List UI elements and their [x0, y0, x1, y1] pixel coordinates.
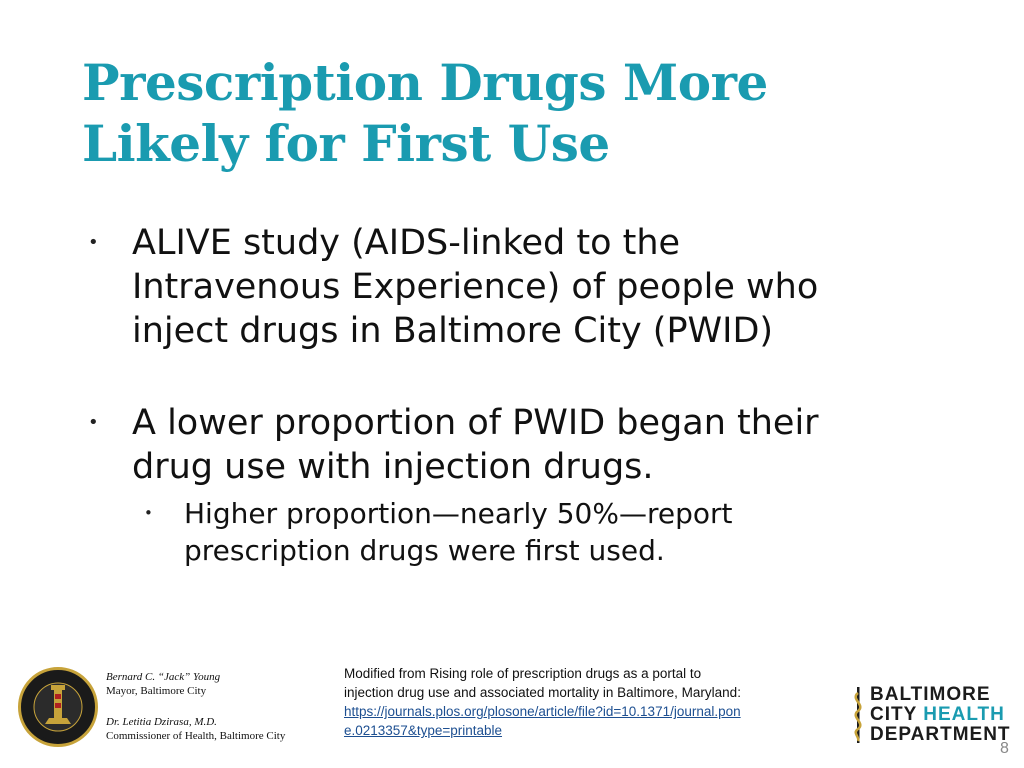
bullet-1-line-2: Intravenous Experience) of people who: [132, 267, 819, 307]
logo-word-city: CITY: [870, 704, 917, 725]
bullet-2-line-1: A lower proportion of PWID began their: [132, 403, 819, 443]
mayor-title: Mayor, Baltimore City: [106, 685, 207, 697]
citation-line-2: injection drug use and associated mortal…: [344, 685, 741, 700]
commissioner-name: Dr. Letitia Dzirasa, M.D.: [106, 716, 217, 728]
bullet-1-line-1: ALIVE study (AIDS-linked to the: [132, 223, 681, 263]
commissioner-title: Commissioner of Health, Baltimore City: [106, 730, 286, 742]
bullet-lower-proportion: • A lower proportion of PWID began their…: [88, 401, 992, 489]
baltimore-city-seal: [18, 667, 98, 747]
page-number: 8: [1000, 740, 1009, 757]
baltimore-city-health-department-logo: BALTIMORE CITY HEALTH DEPARTMENT: [848, 685, 1011, 747]
bullet-mark: •: [88, 232, 99, 253]
slide-title: Prescription Drugs More Likely for First…: [82, 52, 982, 174]
logo-word-health: HEALTH: [923, 704, 1005, 725]
bullet-mark: •: [144, 504, 153, 522]
bullet-1-line-3: inject drugs in Baltimore City (PWID): [132, 311, 774, 351]
sub-bullet-higher-proportion: • Higher proportion—nearly 50%—report pr…: [144, 495, 944, 569]
logo-line-department: DEPARTMENT: [870, 724, 1011, 745]
mayor-name: Bernard C. “Jack” Young: [106, 671, 221, 683]
title-line-2: Likely for First Use: [82, 114, 610, 173]
title-line-1: Prescription Drugs More: [82, 53, 768, 112]
logo-wordmark: BALTIMORE CITY HEALTH DEPARTMENT: [870, 685, 1011, 745]
logo-line-city-health: CITY HEALTH: [870, 705, 1011, 725]
sub-bullet-line-1: Higher proportion—nearly 50%—report: [184, 497, 733, 530]
bullet-2-line-2: drug use with injection drugs.: [132, 447, 654, 487]
bullet-mark: •: [88, 412, 99, 433]
caduceus-icon: [854, 687, 862, 743]
sub-bullet-line-2: prescription drugs were first used.: [184, 534, 665, 567]
logo-line-baltimore: BALTIMORE: [870, 684, 991, 705]
citation-link-line-2[interactable]: e.0213357&type=printable: [344, 723, 503, 738]
seal-graphic: [24, 673, 92, 741]
citation-link-line-1[interactable]: https://journals.plos.org/plosone/articl…: [344, 704, 741, 719]
officials-credits: Bernard C. “Jack” Young Mayor, Baltimore…: [106, 670, 346, 743]
citation-line-1: Modified from Rising role of prescriptio…: [344, 666, 702, 681]
bullet-alive-study: • ALIVE study (AIDS-linked to the Intrav…: [88, 221, 992, 353]
source-citation: Modified from Rising role of prescriptio…: [344, 664, 849, 740]
